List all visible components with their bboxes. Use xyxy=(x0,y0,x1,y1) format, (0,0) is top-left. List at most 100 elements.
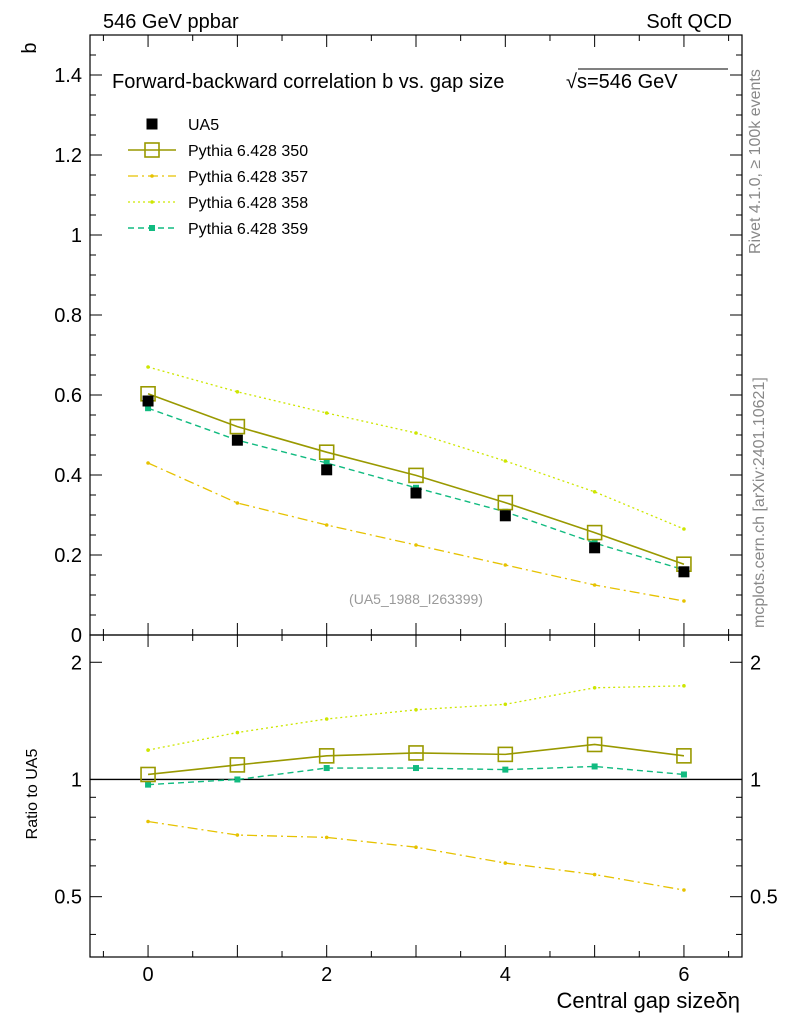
main-ytick-label: 0.4 xyxy=(54,465,82,487)
main-point-p358-5 xyxy=(592,490,597,494)
main-ytick-label: 0.6 xyxy=(54,385,82,407)
ratio-ytick-label: 0.5 xyxy=(54,887,82,909)
ratio-y-axis-label: Ratio to UA5 xyxy=(24,749,41,840)
main-point-data-4 xyxy=(499,510,511,522)
ratio-point-p350-3 xyxy=(408,745,424,761)
ratio-ytick-label: 2 xyxy=(71,652,82,674)
main-point-p357-6 xyxy=(682,599,686,603)
xtick-label: 2 xyxy=(321,964,332,986)
main-point-p357-0 xyxy=(146,461,150,465)
ratio-point-p350-1 xyxy=(229,757,246,773)
ratio-point-p357-3 xyxy=(414,845,418,849)
legend-label-p358: Pythia 6.428 358 xyxy=(188,195,308,212)
main-ytick-label: 0.2 xyxy=(54,545,82,567)
xtick-label: 4 xyxy=(500,964,511,986)
main-ytick-label: 0 xyxy=(71,625,82,647)
y-axis-label: b xyxy=(19,42,41,53)
main-point-p358-3 xyxy=(414,431,418,435)
main-point-p350-3 xyxy=(408,467,424,484)
ratio-point-p358-4 xyxy=(503,702,508,707)
ratio-point-p350-0 xyxy=(140,766,156,783)
main-line-p350 xyxy=(147,393,685,565)
ratio-point-p359-1 xyxy=(234,776,241,783)
main-point-p358-2 xyxy=(324,411,329,415)
ratio-panel: 0.5 0.5 1 1 2 2 0 2 4 6 xyxy=(54,634,778,986)
ratio-point-p358-5 xyxy=(592,685,597,690)
main-point-p359-2 xyxy=(323,460,330,466)
main-point-p357-2 xyxy=(324,523,329,527)
rivet-label: Rivet 4.1.0, ≥ 100k events xyxy=(747,69,764,254)
main-ytick-label: 1 xyxy=(71,225,82,247)
legend-marker-p358 xyxy=(150,200,154,204)
main-point-p358-6 xyxy=(682,527,686,531)
main-point-p357-5 xyxy=(592,583,597,587)
ratio-point-p357-5 xyxy=(592,872,597,877)
ratio-point-p359-0 xyxy=(145,781,152,788)
main-ytick-label: 1.4 xyxy=(54,65,82,87)
ratio-point-p358-1 xyxy=(235,730,240,735)
ratio-point-p359-5 xyxy=(591,763,598,770)
analysis-annotation: (UA5_1988_I263399) xyxy=(349,591,483,607)
legend-label-p359: Pythia 6.428 359 xyxy=(188,221,308,238)
chart-title: Forward-backward correlation b vs. gap s… xyxy=(112,71,504,93)
legend-marker-p359 xyxy=(149,225,155,231)
ratio-point-p350-5 xyxy=(586,736,603,753)
legend-label-p357: Pythia 6.428 357 xyxy=(188,169,308,186)
main-ytick-label: 0.8 xyxy=(54,305,82,327)
ratio-line-p350 xyxy=(147,743,685,776)
ratio-ytick-label-right: 2 xyxy=(750,652,761,674)
ratio-point-p359-4 xyxy=(502,766,509,773)
main-point-p350-5 xyxy=(586,524,603,541)
main-point-p358-4 xyxy=(503,459,508,463)
ratio-point-p357-1 xyxy=(235,833,240,837)
legend-marker-p357 xyxy=(150,174,154,178)
legend-label-p350: Pythia 6.428 350 xyxy=(188,143,308,160)
ratio-point-p357-0 xyxy=(146,819,150,824)
main-point-p358-1 xyxy=(235,390,240,394)
header-left: 546 GeV ppbar xyxy=(103,11,239,33)
ratio-point-p358-2 xyxy=(324,717,329,721)
main-point-p358-0 xyxy=(146,365,150,369)
main-point-p350-1 xyxy=(229,418,246,435)
main-point-p357-4 xyxy=(503,563,508,567)
ratio-point-p358-6 xyxy=(682,684,686,688)
ratio-point-p350-2 xyxy=(318,748,335,764)
ratio-point-p359-2 xyxy=(323,765,330,772)
ratio-ytick-label-right: 1 xyxy=(750,769,761,791)
xtick-label: 0 xyxy=(142,964,153,986)
ratio-point-p358-0 xyxy=(146,748,150,752)
x-axis-label: Central gap sizeδη xyxy=(557,988,740,1013)
main-point-p357-3 xyxy=(414,543,418,547)
main-point-data-5 xyxy=(589,542,601,554)
ratio-point-p350-4 xyxy=(497,746,514,763)
main-ytick-label: 1.2 xyxy=(54,145,82,167)
header-right: Soft QCD xyxy=(646,11,732,33)
legend: UA5 Pythia 6.428 350 Pythia 6.428 357 Pythi… xyxy=(128,117,308,238)
ratio-point-p350-6 xyxy=(676,748,692,764)
ratio-ytick-label-right: 0.5 xyxy=(750,887,778,909)
main-point-p359-0 xyxy=(145,405,152,412)
main-point-p350-2 xyxy=(318,444,335,461)
ratio-point-p359-3 xyxy=(413,765,419,772)
legend-marker-p350 xyxy=(144,142,160,158)
ratio-point-p357-6 xyxy=(682,888,686,892)
ratio-point-p358-3 xyxy=(414,707,418,712)
legend-marker-data xyxy=(146,118,158,130)
ratio-ytick-label: 1 xyxy=(71,769,82,791)
chart-subtitle: √s=546 GeV xyxy=(566,71,678,93)
ratio-point-p359-6 xyxy=(680,771,687,778)
ratio-point-p357-4 xyxy=(503,861,508,865)
main-point-p350-4 xyxy=(497,494,514,511)
xtick-label: 6 xyxy=(678,964,689,986)
main-point-data-1 xyxy=(231,434,243,446)
legend-label-data: UA5 xyxy=(188,117,219,134)
main-panel: 0 0.2 0.4 0.6 0.8 1 1.2 1.4 xyxy=(54,34,743,647)
mcplots-label: mcplots.cern.ch [arXiv:2401.10621] xyxy=(751,377,768,628)
ratio-point-p357-2 xyxy=(324,835,329,840)
main-point-data-6 xyxy=(678,566,690,578)
main-point-data-0 xyxy=(142,395,154,407)
main-point-data-2 xyxy=(321,464,333,476)
main-point-data-3 xyxy=(410,487,422,499)
main-point-p357-1 xyxy=(235,501,240,505)
